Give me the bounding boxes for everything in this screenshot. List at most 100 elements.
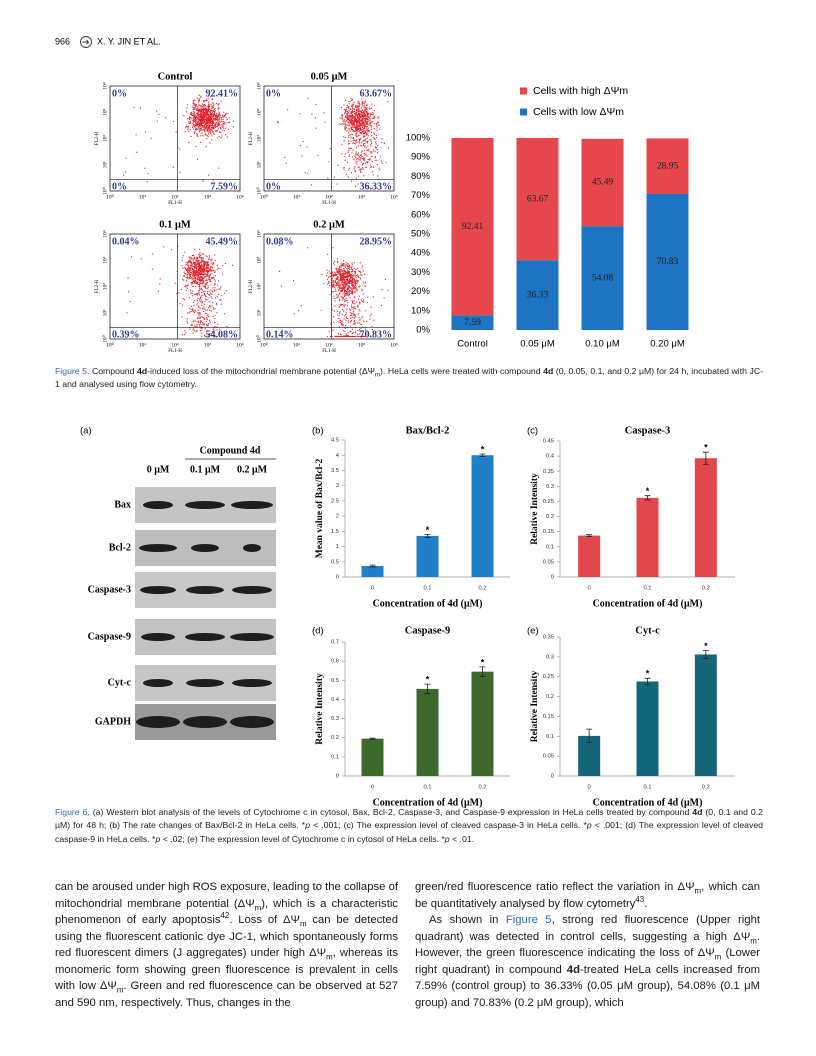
y-tick-label: 0.6 xyxy=(331,659,339,665)
data-label: 45.49 xyxy=(592,178,614,188)
y-tick-label: 0.35 xyxy=(543,469,554,475)
bar-segment xyxy=(451,138,494,316)
protein-band xyxy=(230,716,274,728)
quadrant-label: 28.95% xyxy=(360,236,393,247)
error-bar xyxy=(369,564,376,568)
label-run: Figure 6 xyxy=(55,807,88,817)
x-tick-label: 10⁰ xyxy=(260,341,269,348)
error-bar xyxy=(702,451,709,465)
sup-run: 43 xyxy=(635,894,645,904)
cell-dots xyxy=(123,94,235,183)
y-tick-label: 0.4 xyxy=(331,697,340,703)
protein-band xyxy=(230,633,274,641)
y-tick-label: 0 xyxy=(336,575,339,581)
link-run[interactable]: Figure 5 xyxy=(505,914,552,927)
quadrant-label: 0% xyxy=(112,88,127,99)
y-tick-label: 2 xyxy=(336,514,339,520)
y-tick-label: 10⁴ xyxy=(256,82,262,90)
quadrant-label: 0% xyxy=(266,181,281,192)
y-tick-label: 0.3 xyxy=(546,484,554,490)
protein-band xyxy=(141,633,175,641)
protein-band xyxy=(191,544,219,552)
running-head: X. Y. JIN ET AL. xyxy=(97,36,161,46)
x-tick-label: 0.1 xyxy=(423,785,431,791)
quadrant-label: 54.08% xyxy=(206,329,239,340)
y-tick-label: 10¹ xyxy=(102,309,108,317)
protein-band xyxy=(186,679,224,687)
x-tick-label: 10³ xyxy=(204,342,212,348)
significance-mark: * xyxy=(481,657,485,667)
y-tick-label: 10⁴ xyxy=(102,230,108,238)
x-tick-label: 10⁴ xyxy=(236,342,244,348)
data-label: 7.59 xyxy=(464,318,481,328)
x-tick-label: 10¹ xyxy=(293,342,301,348)
y-tick-label: 10% xyxy=(411,305,431,316)
text-run: < .02; (e) The expression level of Cytoc… xyxy=(160,833,445,844)
text-run: . However, the green fluorescence indica… xyxy=(415,930,760,960)
x-tick-label: 0 xyxy=(371,586,374,592)
y-tick-label: 10³ xyxy=(102,256,108,264)
y-tick-label: 0.2 xyxy=(331,735,339,741)
text-run: , which can be quantitatively analysed b… xyxy=(415,881,760,910)
row-label: Cyt-c xyxy=(108,677,132,688)
sub-run: m xyxy=(326,952,333,962)
bar xyxy=(578,735,601,776)
x-axis-label: Concentration of 4d (μM) xyxy=(373,598,483,609)
y-tick-label: 0.05 xyxy=(543,754,554,760)
y-tick-label: 10² xyxy=(256,283,262,291)
text-run: -treated HeLa cells increased from 7.59%… xyxy=(415,963,760,1009)
x-tick-label: 0.20 μM xyxy=(650,339,685,350)
x-tick-label: 0.2 xyxy=(702,785,710,791)
paragraph: can be aroused under high ROS exposure, … xyxy=(55,879,398,1011)
y-tick-label: 0.2 xyxy=(546,514,554,520)
y-tick-label: 0 xyxy=(336,774,339,780)
italic-run: p xyxy=(444,833,450,844)
significance-mark: * xyxy=(426,674,430,684)
y-tick-label: 0.25 xyxy=(543,499,554,505)
cell-dots xyxy=(278,245,389,337)
y-tick-label: 10¹ xyxy=(256,161,262,169)
y-tick-label: 0.1 xyxy=(331,754,339,760)
y-axis-label: Relative Intensity xyxy=(530,671,540,743)
data-label: 70.83 xyxy=(657,257,679,267)
x-tick-label: 10² xyxy=(171,194,179,200)
y-tick-label: 10⁴ xyxy=(102,82,108,90)
text-run: -induced loss of the mitochondrial membr… xyxy=(147,366,375,376)
row-label: GAPDH xyxy=(95,716,131,727)
error-bar xyxy=(369,737,376,740)
sub-run: m xyxy=(714,952,722,962)
x-tick-label: 0 xyxy=(588,785,591,791)
y-tick-label: 0.15 xyxy=(543,529,554,535)
x-axis-label: Concentration of 4d (μM) xyxy=(593,797,703,808)
x-tick-label: 10⁴ xyxy=(390,342,398,348)
chart-title: Bax/Bcl-2 xyxy=(406,425,450,436)
bar-segment xyxy=(646,138,689,195)
significance-mark: * xyxy=(481,444,485,454)
y-tick-label: 10⁰ xyxy=(255,334,262,343)
cell-dots xyxy=(126,245,234,337)
data-label: 92.41 xyxy=(462,222,484,232)
x-tick-label: 10¹ xyxy=(139,342,147,348)
right-column: green/red fluorescence ratio reflect the… xyxy=(415,879,760,1011)
quadrant-label: 0.14% xyxy=(266,329,294,340)
text-run: , whereas its monomeric form showing gre… xyxy=(55,947,398,993)
y-tick-label: 0.5 xyxy=(331,678,339,684)
sub-run: m xyxy=(750,935,757,945)
quadrant-label: 0.04% xyxy=(112,236,140,247)
x-tick-label: 0.1 xyxy=(643,586,651,592)
text-run: . Green and red fluorescence can be obse… xyxy=(55,980,398,1009)
x-axis-label: Concentration of 4d (μM) xyxy=(373,797,483,808)
chart-title: Cyt-c xyxy=(635,625,660,636)
paragraph: green/red fluorescence ratio reflect the… xyxy=(415,879,760,912)
quadrant-label: 0.39% xyxy=(112,329,140,340)
x-axis-label: FL1-H xyxy=(322,349,336,354)
cell-dots xyxy=(277,97,389,187)
error-bar xyxy=(424,683,431,695)
plot-frame xyxy=(109,233,241,340)
protein-band xyxy=(232,586,272,594)
bar-segment xyxy=(516,260,559,330)
bar xyxy=(416,535,439,577)
quadrant-label: 0% xyxy=(266,88,281,99)
panel-title: Control xyxy=(158,71,193,82)
